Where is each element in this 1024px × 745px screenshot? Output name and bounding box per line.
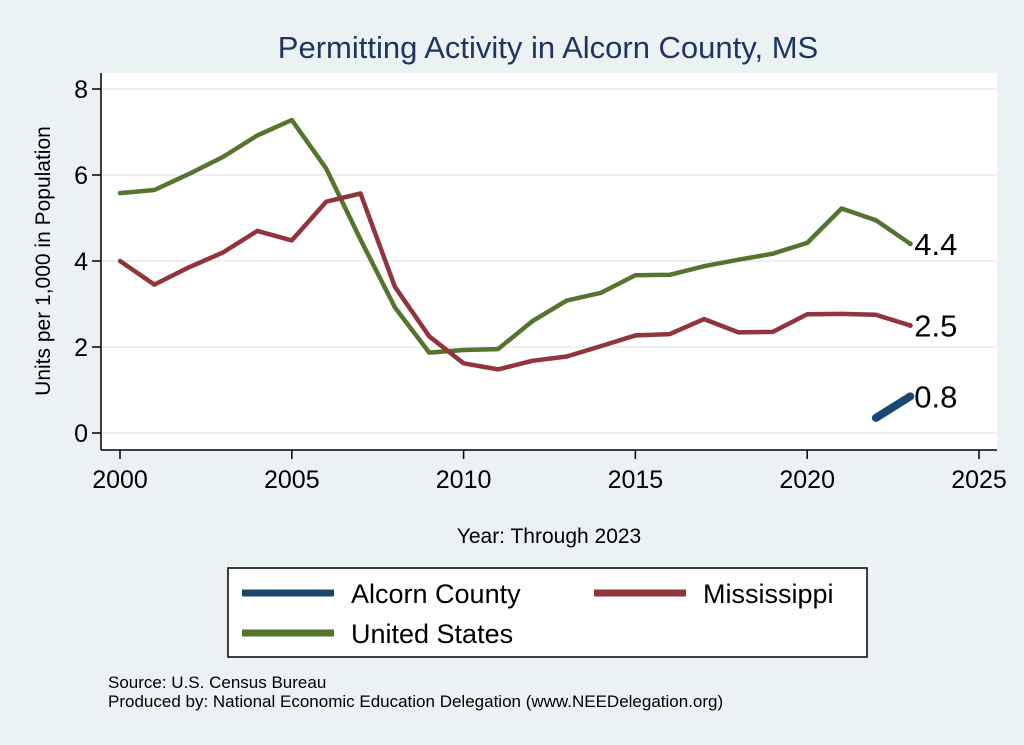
y-ticks: 0 2 4 6 8 (74, 76, 101, 448)
x-tick-label-2010: 2010 (436, 466, 492, 494)
series-line-united-states (117, 117, 913, 355)
x-tick-label-2015: 2015 (608, 466, 664, 494)
x-tick-label-2000: 2000 (92, 466, 148, 494)
legend-box (227, 567, 868, 658)
legend: Alcorn County Mississippi United States (227, 567, 868, 658)
chart-title: Permitting Activity in Alcorn County, MS (278, 30, 818, 65)
y-tick-label-4: 4 (74, 248, 88, 276)
legend-label-alcorn-county: Alcorn County (351, 579, 521, 609)
source-note: Source: U.S. Census Bureau (108, 673, 327, 692)
x-axis-title: Year: Through 2023 (457, 525, 642, 548)
series-end-point-united-states (907, 241, 913, 247)
legend-label-united-states: United States (351, 619, 513, 649)
end-value-label-united-states: 4.4 (914, 227, 957, 262)
x-tick-label-2005: 2005 (264, 466, 320, 494)
x-ticks: 2000 2005 2010 2015 2020 2025 (92, 450, 1007, 494)
series-line-mississippi (117, 191, 913, 372)
y-tick-label-0: 0 (74, 420, 88, 448)
x-tick-label-2025: 2025 (951, 466, 1007, 494)
series-end-point-alcorn-county (907, 393, 913, 399)
series-end-point-mississippi (907, 323, 913, 328)
legend-label-mississippi: Mississippi (703, 579, 834, 609)
end-value-label-alcorn-county: 0.8 (914, 379, 957, 414)
gridlines (101, 88, 997, 434)
end-value-label-mississippi: 2.5 (914, 309, 957, 344)
y-tick-label-2: 2 (74, 334, 88, 362)
y-axis-title: Units per 1,000 in Population (32, 126, 55, 396)
series-layer: 4.4 2.5 0.8 (117, 117, 957, 422)
y-tick-label-6: 6 (74, 162, 88, 190)
produced-by-note: Produced by: National Economic Education… (108, 692, 724, 711)
x-tick-label-2020: 2020 (779, 466, 835, 494)
y-tick-label-8: 8 (74, 76, 88, 104)
series-line-alcorn-county (871, 392, 915, 422)
